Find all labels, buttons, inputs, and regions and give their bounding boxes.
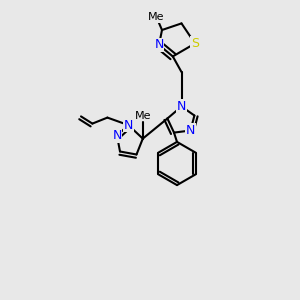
Text: N: N <box>124 118 133 132</box>
Text: N: N <box>177 100 186 113</box>
Text: N: N <box>112 129 122 142</box>
Text: S: S <box>191 37 199 50</box>
Text: N: N <box>154 38 164 52</box>
Text: Me: Me <box>148 12 165 22</box>
Text: Me: Me <box>134 111 151 121</box>
Text: N: N <box>186 124 195 137</box>
